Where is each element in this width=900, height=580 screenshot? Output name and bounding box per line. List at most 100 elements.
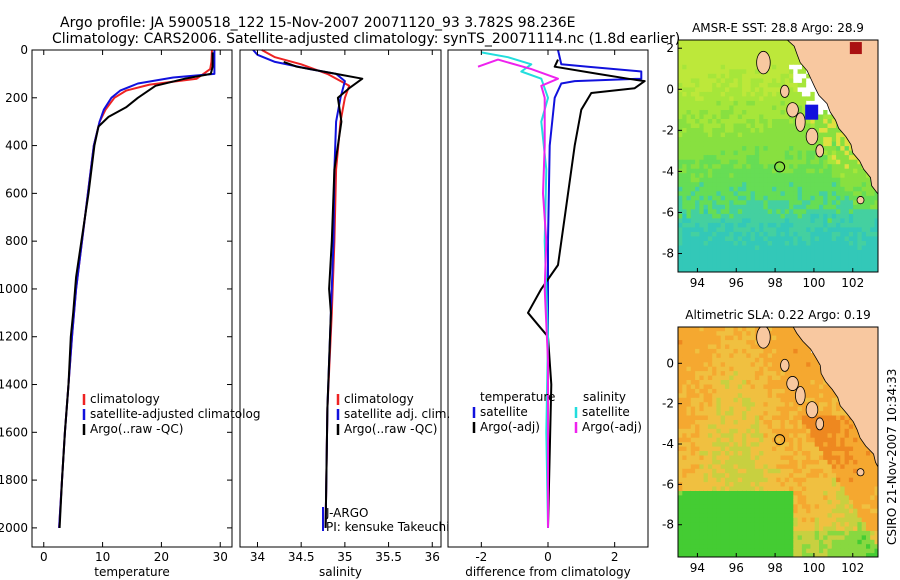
y-tick-label: 1000 (0, 282, 28, 296)
x-tick-label: 98 (767, 276, 782, 290)
y-tick-label: 1400 (0, 378, 28, 392)
y-tick-label: -6 (662, 477, 674, 491)
y-tick-label: -8 (662, 247, 674, 261)
island (786, 376, 799, 391)
x-tick-label: 34.5 (288, 550, 315, 564)
legend-title-temperature: temperature (480, 390, 555, 404)
x-tick-label: 98 (767, 561, 782, 575)
map-field (678, 40, 878, 272)
series-line-salinity-1 (252, 49, 346, 528)
series-line-temperature-1 (58, 50, 216, 528)
legend-entry: Argo(-adj) (480, 420, 540, 434)
x-tick-label: 34 (250, 550, 265, 564)
y-tick-label: -4 (662, 164, 674, 178)
legend-entry: satellite (582, 405, 630, 419)
profile-annotation: PI: kensuke Takeuchi (326, 520, 449, 534)
temperature-panel: 0 10 20 30 0 200 400 600 800 1000 1200 1400 1600 1800… (0, 43, 260, 579)
series-line-temperature-2 (58, 52, 214, 528)
legend-entry: Argo(-adj) (582, 420, 642, 434)
y-tick-label: -4 (662, 437, 674, 451)
y-tick-label: -6 (662, 205, 674, 219)
island (856, 468, 865, 477)
x-tick-label: 35.5 (375, 550, 402, 564)
map-grid-cells (678, 327, 878, 557)
map-title: Altimetric SLA: 0.22 Argo: 0.19 (685, 308, 870, 322)
y-tick-label: 200 (5, 91, 28, 105)
x-axis-label: temperature (94, 565, 169, 579)
legend-entry: satellite-adjusted climatolog (90, 407, 260, 421)
legend-entry: satellite adj. clim. (344, 407, 450, 421)
island (756, 50, 771, 75)
x-tick-label: 100 (802, 561, 825, 575)
salinity-axes-box (239, 49, 442, 548)
island (780, 84, 790, 98)
y-tick-label: 1800 (0, 473, 28, 487)
y-tick-label: 0 (666, 82, 674, 96)
y-tick-label: 2000 (0, 521, 28, 535)
sumatra-land (792, 327, 878, 468)
series-line-difference-2 (481, 51, 549, 528)
island (856, 196, 865, 205)
y-tick-label: 0 (666, 356, 674, 370)
argo-position-marker (774, 434, 786, 446)
series-line-difference-1 (527, 59, 646, 528)
sla-map-panel: 94 96 98 100 102 0 -2 -4 -6 -8 Altimetric SLA: 0.2… (662, 308, 879, 575)
series-line-difference-3 (477, 58, 559, 528)
sst_map-frame (677, 39, 879, 273)
series-line-difference-0 (547, 49, 643, 528)
x-tick-label: 36 (425, 550, 440, 564)
y-tick-label: 0 (20, 43, 28, 57)
side-timestamp-label: CSIRO 21-Nov-2007 10:34:33 (885, 369, 899, 545)
x-tick-label: 0 (40, 550, 48, 564)
x-tick-label: 2 (611, 550, 619, 564)
legend-entry: climatology (90, 392, 160, 406)
x-tick-label: 20 (154, 550, 169, 564)
x-tick-label: -2 (475, 550, 487, 564)
x-tick-label: 96 (729, 561, 744, 575)
sumatra-land (786, 40, 878, 195)
legend-entry: Argo(..raw -QC) (90, 422, 183, 436)
x-axis-label: salinity (319, 565, 362, 579)
x-tick-label: 94 (690, 276, 705, 290)
island (815, 144, 825, 158)
legend-entry: climatology (344, 392, 414, 406)
y-tick-label: 1600 (0, 425, 28, 439)
satellite-box-marker (805, 104, 819, 120)
x-tick-label: 0 (544, 550, 552, 564)
island (805, 401, 819, 419)
x-tick-label: 10 (95, 550, 110, 564)
map-title: AMSR-E SST: 28.8 Argo: 28.9 (692, 21, 864, 35)
island (780, 358, 790, 372)
series-line-salinity-2 (283, 60, 364, 528)
climatology-box-marker (849, 42, 862, 55)
island (795, 386, 806, 406)
y-tick-label: -8 (662, 518, 674, 532)
y-tick-label: 400 (5, 139, 28, 153)
x-tick-label: 30 (213, 550, 228, 564)
legend-entry: satellite (480, 405, 528, 419)
sst-map-panel: 94 96 98 100 102 2 0 -2 -4 -6 -8 AMSR-E SST: 28.8 A… (662, 21, 879, 290)
x-tick-label: 102 (841, 276, 864, 290)
island (756, 327, 771, 349)
x-tick-label: 94 (690, 561, 705, 575)
title-line-2: Climatology: CARS2006. Satellite-adjuste… (52, 31, 680, 47)
legend-entry: Argo(..raw -QC) (344, 422, 437, 436)
sla_map-frame (677, 326, 879, 558)
x-tick-label: 100 (802, 276, 825, 290)
salinity-panel: 34 34.5 35 35.5 36 salinity climatologysatelli… (239, 49, 450, 579)
map-field (678, 327, 878, 557)
island (815, 417, 825, 431)
title-line-1: Argo profile: JA 5900518_122 15-Nov-2007… (60, 15, 576, 31)
y-tick-label: -2 (662, 397, 674, 411)
y-tick-label: 800 (5, 234, 28, 248)
x-tick-label: 102 (841, 561, 864, 575)
profile-annotation: J-ARGO (325, 506, 368, 520)
temperature-axes-box (31, 49, 233, 548)
x-axis-label: difference from climatology (465, 565, 631, 579)
x-tick-label: 96 (729, 276, 744, 290)
y-tick-label: -2 (662, 123, 674, 137)
argo-position-marker (774, 161, 786, 173)
y-tick-label: 600 (5, 186, 28, 200)
